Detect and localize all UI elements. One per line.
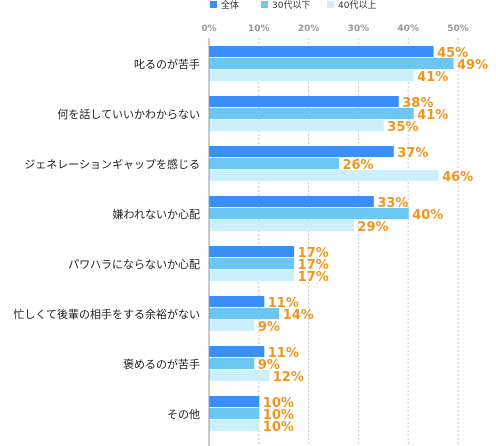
- value-label: 35%: [387, 120, 418, 135]
- value-label: 17%: [298, 246, 329, 261]
- value-label: 46%: [442, 170, 473, 185]
- category-label: 褒めるのが苦手: [123, 357, 200, 371]
- value-label: 9%: [258, 320, 280, 335]
- value-label: 10%: [263, 420, 294, 435]
- legend-label-2: 30代以下: [272, 0, 310, 11]
- x-tick-label: 20%: [298, 24, 320, 34]
- bar-3: [209, 320, 255, 331]
- value-label: 11%: [268, 296, 299, 311]
- bar-1: [209, 46, 434, 57]
- value-label: 26%: [342, 158, 373, 173]
- category-labels: 叱るのが苦手何を話していいかわからないジェネレーションギャップを感じる嫌われない…: [13, 57, 200, 421]
- value-label: 29%: [357, 220, 388, 235]
- bar-2: [209, 158, 339, 169]
- bar-2: [209, 358, 255, 369]
- bar-3: [209, 120, 384, 131]
- bar-3: [209, 270, 295, 281]
- bar-1: [209, 346, 265, 357]
- value-labels: 45%49%41%38%41%35%37%26%46%33%40%29%17%1…: [258, 46, 488, 435]
- category-label: 忙しくて後輩の相手をする余裕がない: [13, 307, 200, 321]
- x-tick-label: 50%: [447, 24, 469, 34]
- bars: [209, 46, 454, 431]
- value-label: 11%: [268, 346, 299, 361]
- x-tick-label: 10%: [248, 24, 270, 34]
- bar-3: [209, 70, 414, 81]
- bar-2: [209, 108, 414, 119]
- bar-3: [209, 370, 270, 381]
- legend-swatch-3: [327, 1, 334, 8]
- value-label: 37%: [397, 146, 428, 161]
- category-label: 何を話していいかわからない: [57, 107, 200, 121]
- category-label: ジェネレーションギャップを感じる: [24, 158, 200, 171]
- value-label: 41%: [417, 108, 448, 123]
- bar-3: [209, 420, 260, 431]
- value-label: 38%: [402, 96, 433, 111]
- legend-swatch-1: [210, 1, 217, 8]
- legend-swatch-2: [261, 1, 268, 8]
- value-label: 33%: [377, 196, 408, 211]
- value-label: 12%: [273, 370, 304, 385]
- bar-2: [209, 208, 409, 219]
- value-label: 10%: [263, 408, 294, 423]
- value-label: 9%: [258, 358, 280, 373]
- value-label: 14%: [283, 308, 314, 323]
- value-label: 41%: [417, 70, 448, 85]
- bar-2: [209, 308, 280, 319]
- bar-1: [209, 246, 295, 257]
- bar-3: [209, 170, 439, 181]
- value-label: 17%: [298, 258, 329, 273]
- x-tick-label: 30%: [348, 24, 370, 34]
- value-label: 10%: [263, 396, 294, 411]
- value-label: 40%: [412, 208, 443, 223]
- legend-label-3: 40代以上: [338, 0, 376, 11]
- bar-3: [209, 220, 354, 231]
- bar-2: [209, 408, 260, 419]
- bar-1: [209, 196, 374, 207]
- bar-1: [209, 296, 265, 307]
- bar-2: [209, 58, 454, 69]
- legend: 全体 30代以下 40代以上: [210, 0, 376, 11]
- value-label: 45%: [437, 46, 468, 61]
- value-label: 17%: [298, 270, 329, 285]
- bar-1: [209, 396, 260, 407]
- bar-1: [209, 146, 394, 157]
- x-axis-ticks: 0% 10% 20% 30% 40% 50%: [201, 24, 468, 34]
- bar-2: [209, 258, 295, 269]
- x-tick-label: 0%: [201, 24, 216, 34]
- legend-label-1: 全体: [221, 0, 239, 11]
- category-label: 叱るのが苦手: [134, 57, 200, 71]
- category-label: 嫌われないか心配: [113, 207, 200, 221]
- category-label: パワハラにならないか心配: [68, 258, 200, 271]
- x-tick-label: 40%: [397, 24, 419, 34]
- category-label: その他: [167, 408, 200, 421]
- value-label: 49%: [457, 58, 488, 73]
- bar-1: [209, 96, 399, 107]
